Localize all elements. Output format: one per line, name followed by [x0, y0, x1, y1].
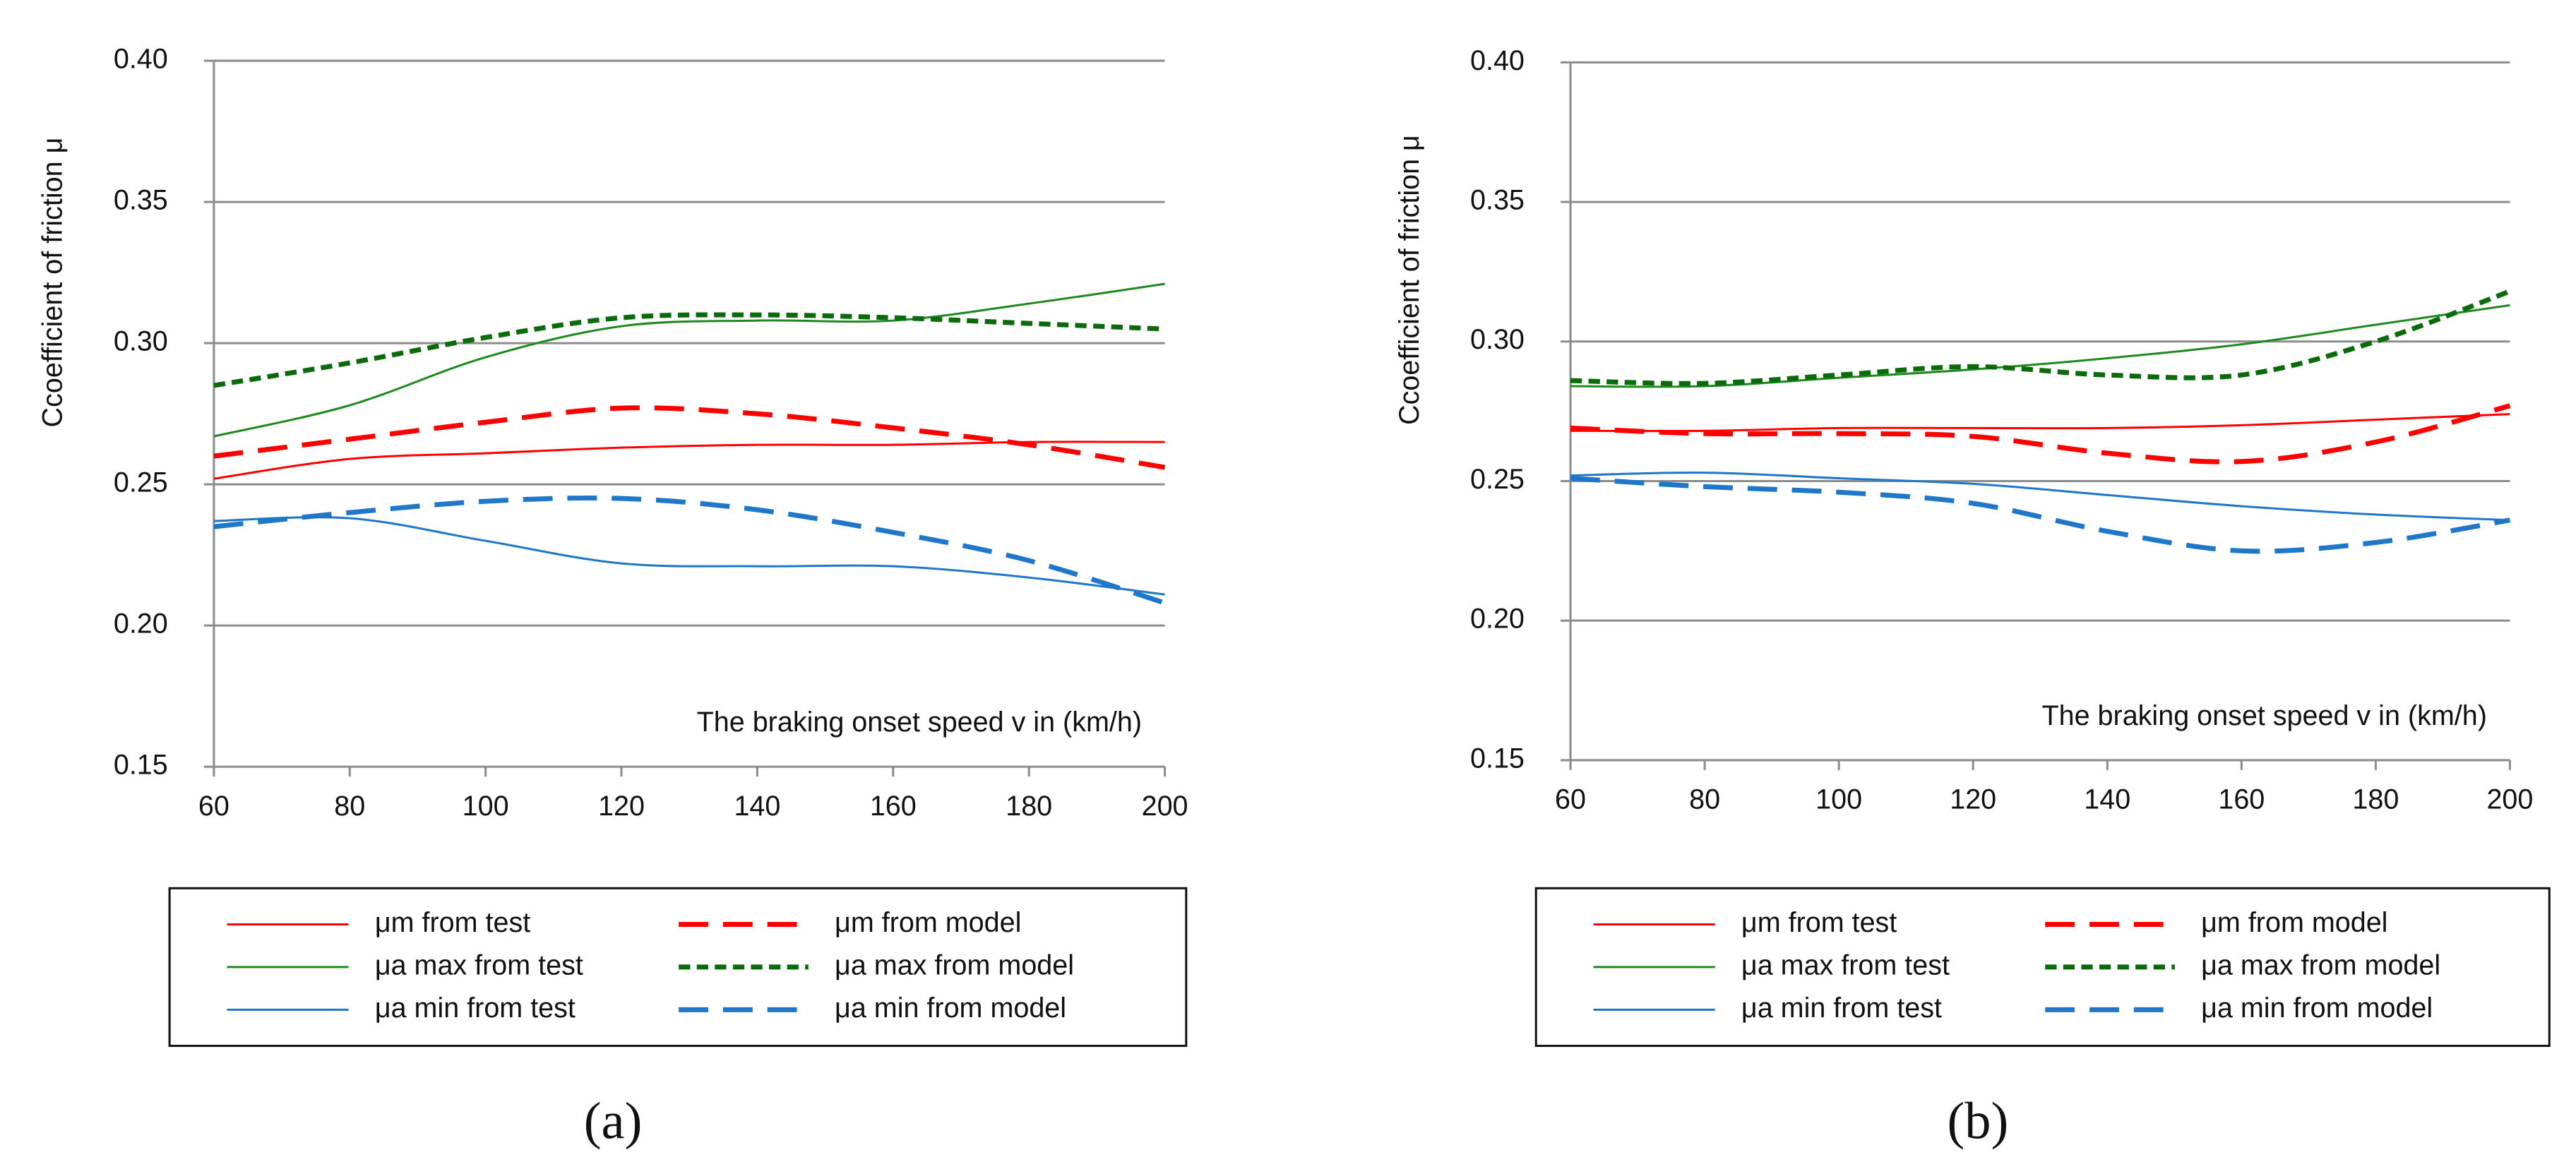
y-tick-label: 0.40 — [1470, 45, 1525, 76]
y-tick-label: 0.30 — [1470, 324, 1525, 355]
y-tick-label: 0.35 — [1470, 185, 1525, 216]
legend-label: μm from model — [2201, 907, 2387, 938]
x-tick-label: 140 — [734, 791, 780, 822]
series-line — [1570, 403, 2511, 464]
x-tick-label: 120 — [598, 791, 645, 822]
series-line — [1570, 476, 2511, 554]
y-tick-label: 0.25 — [1470, 464, 1525, 495]
series-line — [213, 516, 1165, 596]
legend-label: μm from test — [1741, 907, 1897, 938]
legend-label: μa max from model — [835, 949, 1074, 981]
series-line — [1570, 413, 2510, 433]
x-tick-label: 200 — [2486, 784, 2533, 815]
series-line — [213, 495, 1166, 606]
legend-label: μa max from model — [2201, 949, 2440, 981]
x-tick-label: 100 — [463, 791, 509, 822]
x-tick-label: 140 — [2084, 784, 2130, 815]
x-axis-label: The braking onset speed v in (km/h) — [697, 707, 1142, 738]
legend-label: μa min from model — [2201, 993, 2433, 1024]
y-tick-label: 0.15 — [114, 750, 168, 781]
x-tick-label: 180 — [1006, 791, 1052, 822]
x-tick-label: 120 — [1950, 784, 1996, 815]
series-line — [1570, 472, 2510, 522]
x-tick-label: 80 — [334, 791, 365, 822]
x-tick-label: 80 — [1689, 784, 1720, 815]
legend-label: μa max from test — [1741, 949, 1950, 981]
series-line — [213, 312, 1165, 388]
x-tick-label: 160 — [2218, 784, 2265, 815]
x-tick-label: 180 — [2352, 784, 2399, 815]
series-line — [213, 282, 1165, 438]
y-tick-label: 0.30 — [114, 326, 168, 357]
y-tick-label: 0.40 — [114, 43, 168, 74]
series-line — [213, 405, 1166, 470]
y-tick-label: 0.20 — [1470, 604, 1525, 635]
y-tick-label: 0.15 — [1470, 743, 1525, 774]
legend-label: μm from test — [375, 907, 530, 938]
x-tick-label: 200 — [1142, 791, 1188, 822]
legend-label: μa min from model — [835, 993, 1066, 1024]
series-line — [1570, 289, 2511, 386]
legend-label: μm from model — [835, 907, 1021, 938]
series-line — [213, 440, 1165, 480]
legend-label: μa min from test — [375, 993, 576, 1024]
x-tick-label: 100 — [1815, 784, 1862, 815]
x-axis-label: The braking onset speed v in (km/h) — [2042, 700, 2487, 731]
panel-label: (b) — [1947, 1093, 2008, 1151]
y-tick-label: 0.25 — [114, 467, 168, 498]
legend-label: μa min from test — [1741, 993, 1942, 1024]
x-tick-label: 60 — [1555, 784, 1586, 815]
y-axis-label: Ccoefficient of friction μ — [37, 138, 68, 428]
y-axis-label: Ccoefficient of friction μ — [1394, 135, 1425, 425]
series-line — [1570, 304, 2510, 388]
panel-label: (a) — [584, 1093, 643, 1151]
legend-label: μa max from test — [375, 949, 583, 981]
x-tick-label: 60 — [198, 791, 229, 822]
y-tick-label: 0.20 — [114, 609, 168, 640]
y-tick-label: 0.35 — [114, 185, 168, 216]
x-tick-label: 160 — [870, 791, 917, 822]
